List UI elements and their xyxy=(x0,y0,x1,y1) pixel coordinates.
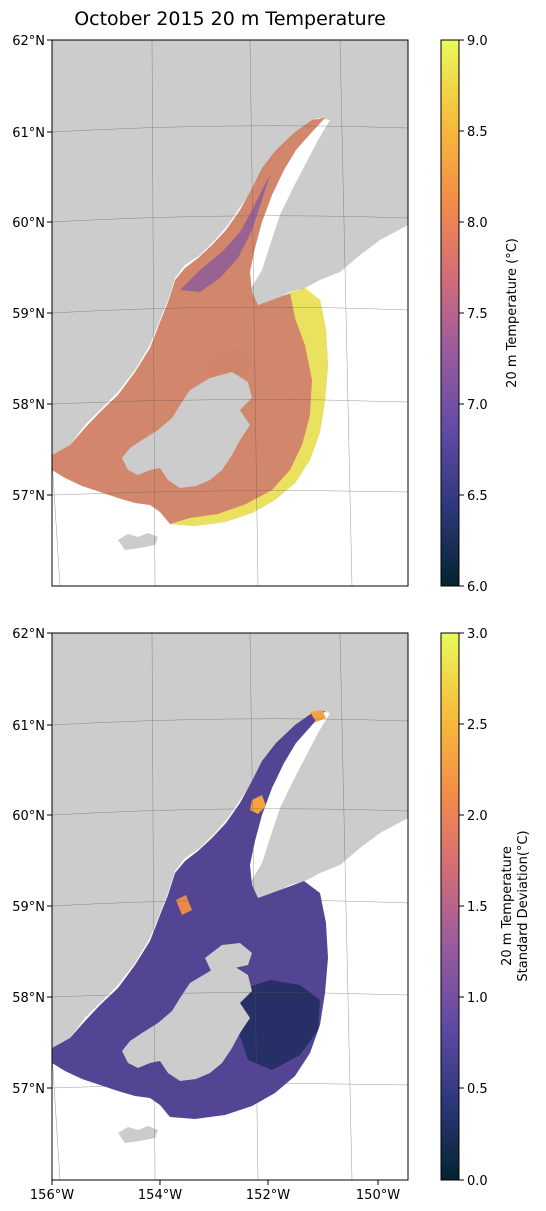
cbar2-tick-0.0: 0.0 xyxy=(467,1174,488,1189)
kenai-peninsula-2 xyxy=(256,633,408,895)
mainland-landmass xyxy=(52,40,408,455)
small-islands-2 xyxy=(118,1126,158,1143)
cbar2-tick-1.0: 1.0 xyxy=(467,991,488,1006)
cbar1-label: 20 m Temperature (°C) xyxy=(505,238,520,388)
temperature-colorbar xyxy=(440,39,460,587)
cbar2-label-line2: Standard Deviation(°C) xyxy=(516,830,531,981)
low-variance-region xyxy=(238,980,320,1070)
cbar1-tick-7.5: 7.5 xyxy=(467,307,488,322)
lat-label-61: 61°N xyxy=(12,126,45,141)
cool-anomaly xyxy=(180,175,270,292)
cbar1-tick-6.5: 6.5 xyxy=(467,489,488,504)
lat-label-57: 57°N xyxy=(12,489,45,504)
cbar1-tick-6.0: 6.0 xyxy=(467,580,488,595)
cbar1-tick-7.0: 7.0 xyxy=(467,398,488,413)
afognak-island-2 xyxy=(205,943,252,973)
high-variance-hotspot-3 xyxy=(176,895,192,915)
cbar2-label-line1: 20 m Temperature xyxy=(500,846,515,966)
small-islands xyxy=(118,533,158,550)
mainland-landmass-2 xyxy=(52,633,408,1048)
lat-label-57-b: 57°N xyxy=(12,1082,45,1097)
cbar1-tick-8.0: 8.0 xyxy=(467,216,488,231)
kenai-peninsula xyxy=(256,40,408,302)
high-variance-hotspot-1 xyxy=(250,795,266,814)
lat-label-59: 59°N xyxy=(12,307,45,322)
std-dev-map-panel: 62°N 61°N 60°N 59°N 58°N 57°N 156°W 154°… xyxy=(12,627,531,1203)
std-dev-colorbar xyxy=(440,632,460,1181)
cbar2-tick-2.0: 2.0 xyxy=(467,809,488,824)
temperature-map-panel: 62°N 61°N 60°N 59°N 58°N 57°N 9.0 8.5 8.… xyxy=(12,34,520,595)
lat-label-58-b: 58°N xyxy=(12,991,45,1006)
cbar2-tick-2.5: 2.5 xyxy=(467,718,488,733)
lat-label-60: 60°N xyxy=(12,216,45,231)
lon-label-154: 154°W xyxy=(138,1188,182,1203)
lon-label-150: 150°W xyxy=(356,1188,400,1203)
lat-label-58: 58°N xyxy=(12,398,45,413)
lat-label-62-b: 62°N xyxy=(12,627,45,642)
lon-label-156: 156°W xyxy=(30,1188,74,1203)
warm-anomaly xyxy=(170,288,328,526)
model-field xyxy=(52,118,328,526)
graticule-2 xyxy=(52,633,408,1180)
cbar1-tick-8.5: 8.5 xyxy=(467,125,488,140)
cbar1-tick-9.0: 9.0 xyxy=(467,34,488,49)
lat-label-60-b: 60°N xyxy=(12,809,45,824)
lon-label-152: 152°W xyxy=(246,1188,290,1203)
cbar2-tick-1.5: 1.5 xyxy=(467,900,488,915)
figure-title: October 2015 20 m Temperature xyxy=(74,8,386,30)
lat-label-61-b: 61°N xyxy=(12,719,45,734)
lat-label-59-b: 59°N xyxy=(12,900,45,915)
cbar2-tick-0.5: 0.5 xyxy=(467,1082,488,1097)
cbar2-tick-3.0: 3.0 xyxy=(467,627,488,642)
graticule xyxy=(52,40,408,586)
lat-label-62: 62°N xyxy=(12,34,45,49)
